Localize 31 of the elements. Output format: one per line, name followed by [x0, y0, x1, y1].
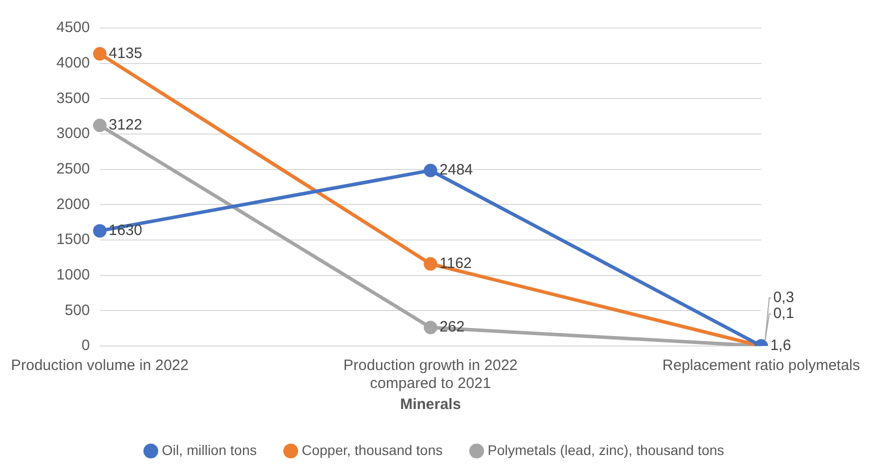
y-tick-label: 0: [81, 337, 90, 354]
y-tick-label: 3500: [56, 90, 90, 107]
y-tick-label: 1000: [56, 266, 90, 284]
x-axis-title: Minerals: [400, 396, 461, 414]
point: [93, 47, 107, 61]
data-label: 0,1: [773, 305, 794, 322]
x-tick-label: Production volume in 2022: [10, 357, 189, 374]
x-tick-label: Production growth in 2022 compared to 2021: [343, 357, 518, 392]
data-label: 4135: [108, 44, 142, 62]
y-tick-label: 4000: [56, 54, 90, 72]
y-tick-label: 1500: [56, 231, 90, 248]
data-label: 1,6: [770, 337, 792, 354]
x-tick-label: Replacement ratio polymetals: [662, 357, 860, 374]
data-label: 2484: [440, 162, 473, 179]
legend-label: Oil, million tons: [162, 442, 257, 458]
point: [93, 224, 107, 238]
y-tick-label: 4500: [56, 19, 90, 36]
legend-label: Polymetals (lead, zinc), thousand tons: [488, 442, 724, 458]
y-tick-label: 2000: [56, 196, 90, 213]
legend-label: Copper, thousand tons: [302, 442, 443, 458]
point: [424, 320, 438, 334]
data-label: 262: [440, 318, 465, 336]
point: [93, 118, 107, 132]
point: [424, 257, 438, 271]
y-tick-label: 3000: [56, 125, 90, 142]
data-label: 1162: [440, 255, 472, 272]
y-tick-label: 500: [64, 302, 90, 319]
point: [424, 164, 438, 178]
y-tick-label: 2500: [56, 160, 90, 178]
data-label: 3122: [108, 116, 142, 134]
data-label: 0,3: [773, 289, 794, 306]
